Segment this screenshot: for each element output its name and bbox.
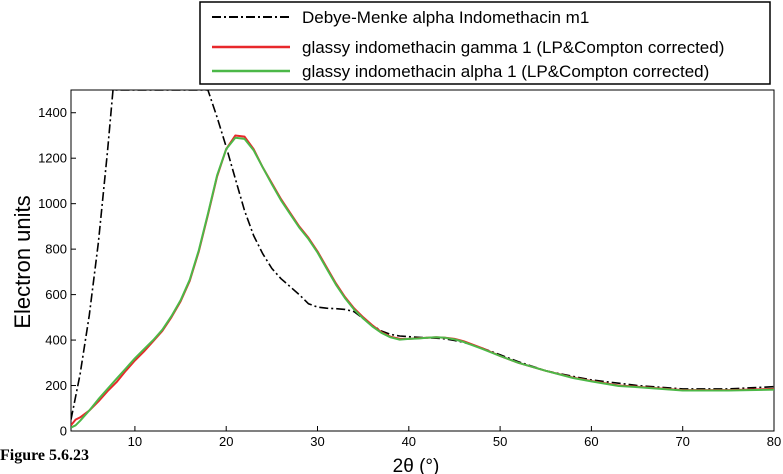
plot-area [70,89,775,432]
legend-label-1: glassy indomethacin gamma 1 (LP&Compton … [302,38,724,57]
y-tick-label: 600 [45,287,67,302]
x-axis-title: 2θ (°) [393,456,440,474]
x-tick-label: 20 [219,434,233,449]
legend-label-2: glassy indomethacin alpha 1 (LP&Compton … [302,62,709,81]
y-axis-title: Electron units [10,195,35,328]
x-tick-label: 60 [584,434,598,449]
y-tick-label: 1200 [38,151,67,166]
x-tick-label: 50 [493,434,507,449]
y-tick-label: 1000 [38,196,67,211]
x-tick-label: 80 [767,434,781,449]
legend-label-0: Debye-Menke alpha Indomethacin m1 [302,8,589,27]
y-tick-label: 0 [60,424,67,439]
x-axis: 10 20 30 40 50 60 70 80 [128,426,781,449]
x-tick-label: 70 [675,434,689,449]
x-tick-label: 30 [310,434,324,449]
y-tick-label: 200 [45,378,67,393]
x-tick-label: 10 [128,434,142,449]
y-tick-label: 800 [45,242,67,257]
series-line-0 [71,90,774,420]
series-line-2 [71,136,774,429]
legend-box [199,1,771,85]
series-layer [71,90,774,429]
y-tick-label: 1400 [38,105,67,120]
y-tick-label: 400 [45,333,67,348]
series-line-1 [71,134,774,426]
legend: Debye-Menke alpha Indomethacin m1 glassy… [199,1,771,85]
x-tick-label: 40 [402,434,416,449]
figure-caption: Figure 5.6.23 [0,447,89,464]
y-axis: 0 200 400 600 800 1000 1200 1400 [38,105,76,439]
